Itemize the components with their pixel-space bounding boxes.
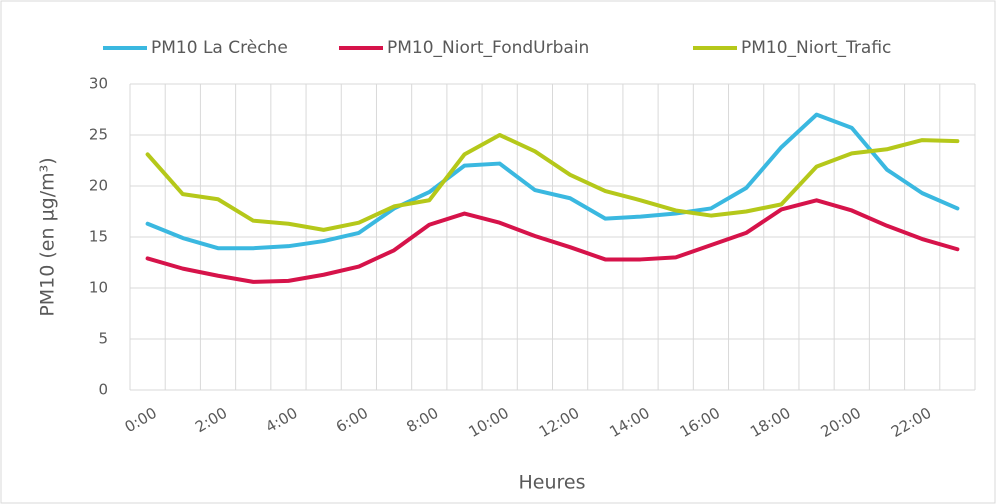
y-tick-label: 30 (89, 75, 108, 93)
y-tick-label: 25 (89, 126, 108, 144)
legend-label: PM10_Niort_FondUrbain (387, 38, 589, 58)
y-tick-label: 10 (89, 279, 108, 297)
y-tick-label: 0 (98, 381, 108, 399)
x-axis-title: Heures (518, 472, 585, 494)
y-tick-label: 5 (98, 330, 108, 348)
series-line (145, 133, 960, 232)
series-line (145, 198, 960, 284)
legend-label: PM10_Niort_Trafic (741, 38, 891, 58)
y-tick-label: 15 (89, 228, 108, 246)
y-axis-title: PM10 (en µg/m³) (37, 157, 59, 316)
y-tick-label: 20 (89, 177, 108, 195)
series-line (145, 112, 960, 251)
legend-label: PM10 La Crèche (151, 38, 288, 58)
